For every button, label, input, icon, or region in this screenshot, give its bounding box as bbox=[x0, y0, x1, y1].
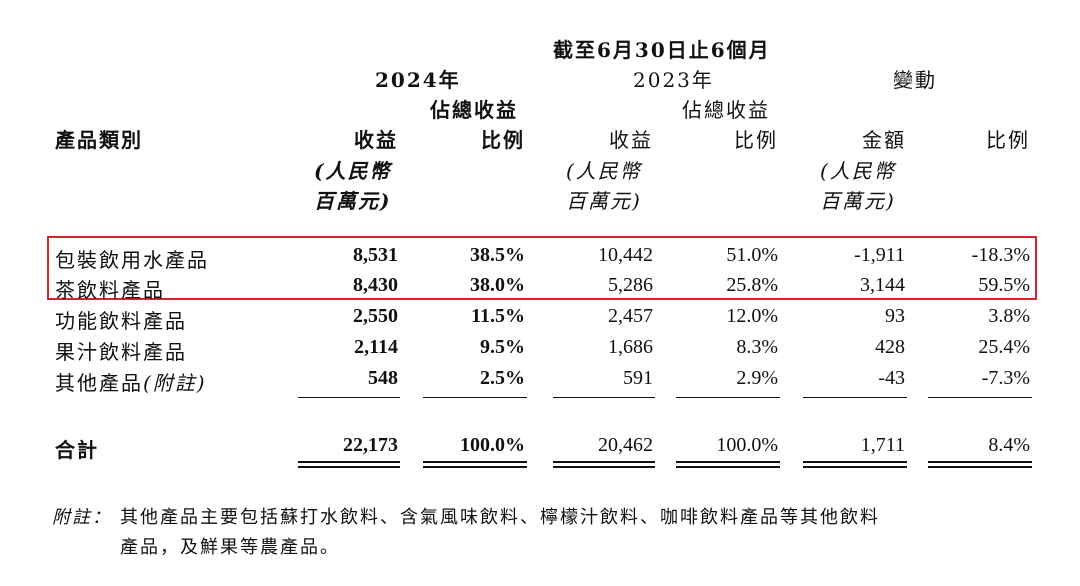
revenue-2024-header: 收益 bbox=[354, 128, 398, 152]
change-pct: -18.3% bbox=[971, 244, 1030, 266]
row-label: 茶飲料產品 bbox=[55, 278, 165, 302]
total-rev-2023: 20,462 bbox=[598, 434, 653, 456]
pct-2024: 11.5% bbox=[471, 305, 525, 327]
change-amount: -43 bbox=[878, 367, 905, 389]
period-title: 截至6月30日止6個月 bbox=[553, 38, 771, 62]
revenue-2023-header: 收益 bbox=[609, 128, 653, 152]
footnote-label: 附註： bbox=[52, 507, 112, 528]
total-rule bbox=[803, 461, 907, 463]
row-label: 包裝飲用水產品 bbox=[55, 248, 209, 272]
unit-change-line2: 百萬元) bbox=[820, 189, 896, 213]
total-change-pct: 8.4% bbox=[988, 434, 1030, 456]
change-amount: 428 bbox=[875, 336, 905, 358]
rev-2024: 8,531 bbox=[353, 244, 398, 266]
pct-2024: 2.5% bbox=[480, 367, 525, 389]
total-rule bbox=[676, 466, 780, 468]
rev-2024: 8,430 bbox=[353, 274, 398, 296]
rev-2023: 5,286 bbox=[608, 274, 653, 296]
total-rule bbox=[928, 461, 1032, 463]
change-pct: 25.4% bbox=[978, 336, 1030, 358]
highlight-box bbox=[47, 236, 1037, 300]
category-header: 產品類別 bbox=[55, 128, 143, 152]
total-label: 合計 bbox=[55, 438, 99, 462]
subtotal-rule bbox=[553, 397, 655, 398]
subtotal-rule bbox=[298, 397, 400, 398]
rev-2024: 2,114 bbox=[354, 336, 398, 358]
unit-2024-line1: (人民幣 bbox=[314, 159, 392, 183]
total-change-amount: 1,711 bbox=[860, 434, 905, 456]
unit-2023-line1: (人民幣 bbox=[566, 159, 642, 183]
subtotal-rule bbox=[803, 397, 907, 398]
change-amount: -1,911 bbox=[854, 244, 905, 266]
pct-2023: 25.8% bbox=[726, 274, 778, 296]
ratio-2023-header: 比例 bbox=[734, 128, 778, 152]
change-pct: -7.3% bbox=[981, 367, 1030, 389]
unit-2023-line2: 百萬元) bbox=[566, 189, 642, 213]
subtotal-rule bbox=[676, 397, 780, 398]
unit-2024-line2: 百萬元) bbox=[314, 189, 392, 213]
pct-2023: 8.3% bbox=[736, 336, 778, 358]
pct-2024: 38.5% bbox=[470, 244, 525, 266]
change-ratio-header: 比例 bbox=[986, 128, 1030, 152]
change-heading: 變動 bbox=[893, 68, 937, 92]
pct-2023: 12.0% bbox=[726, 305, 778, 327]
year-2023-heading: 2023年 bbox=[633, 68, 714, 92]
total-rule bbox=[928, 466, 1032, 468]
total-rev-2024: 22,173 bbox=[343, 434, 398, 456]
pct-2023: 51.0% bbox=[726, 244, 778, 266]
total-rule bbox=[676, 461, 780, 463]
change-amount: 3,144 bbox=[860, 274, 905, 296]
share-heading-2024: 佔總收益 bbox=[430, 98, 518, 122]
row-label: 果汁飲料產品 bbox=[55, 340, 187, 364]
unit-change-line1: (人民幣 bbox=[820, 159, 896, 183]
share-heading-2023: 佔總收益 bbox=[682, 98, 770, 122]
total-pct-2024: 100.0% bbox=[460, 434, 525, 456]
amount-header: 金額 bbox=[862, 128, 906, 152]
pct-2024: 38.0% bbox=[470, 274, 525, 296]
rev-2023: 10,442 bbox=[598, 244, 653, 266]
rev-2023: 2,457 bbox=[608, 305, 653, 327]
row-label: 其他產品(附註) bbox=[55, 367, 207, 396]
footnote-line2: 產品，及鮮果等農產品。 bbox=[120, 537, 340, 558]
ratio-2024-header: 比例 bbox=[481, 128, 525, 152]
change-pct: 3.8% bbox=[988, 305, 1030, 327]
total-rule bbox=[423, 461, 527, 463]
change-amount: 93 bbox=[885, 305, 905, 327]
pct-2023: 2.9% bbox=[736, 367, 778, 389]
year-2024-heading: 2024年 bbox=[375, 68, 461, 92]
rev-2023: 1,686 bbox=[608, 336, 653, 358]
rev-2023: 591 bbox=[623, 367, 653, 389]
total-rule bbox=[298, 466, 400, 468]
total-rule bbox=[423, 466, 527, 468]
footnote-line1: 其他產品主要包括蘇打水飲料、含氣風味飲料、檸檬汁飲料、咖啡飲料產品等其他飲料 bbox=[120, 507, 880, 528]
rev-2024: 548 bbox=[368, 367, 398, 389]
subtotal-rule bbox=[423, 397, 527, 398]
subtotal-rule bbox=[928, 397, 1032, 398]
row-label: 功能飲料產品 bbox=[55, 309, 187, 333]
total-pct-2023: 100.0% bbox=[716, 434, 778, 456]
row-label-main: 其他產品 bbox=[55, 371, 143, 395]
total-rule bbox=[553, 466, 655, 468]
change-pct: 59.5% bbox=[978, 274, 1030, 296]
note-reference: (附註) bbox=[143, 371, 207, 395]
total-rule bbox=[553, 461, 655, 463]
rev-2024: 2,550 bbox=[353, 305, 398, 327]
total-rule bbox=[803, 466, 907, 468]
pct-2024: 9.5% bbox=[480, 336, 525, 358]
total-rule bbox=[298, 461, 400, 463]
